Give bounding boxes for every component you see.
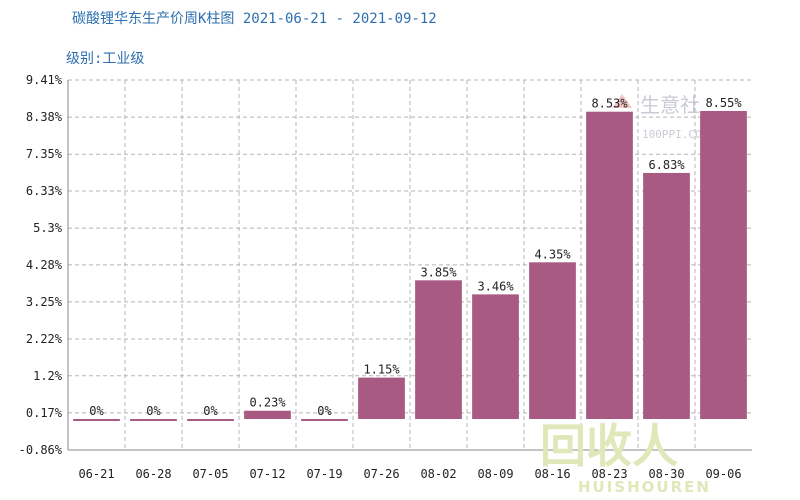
watermark-name: 生意社 [640,93,700,117]
x-tick-label: 06-28 [135,467,171,481]
bar [586,111,633,420]
y-tick-label: 8.38% [26,110,63,124]
data-label: 8.53% [591,97,628,111]
x-tick-label: 09-06 [705,467,741,481]
bar [415,280,462,420]
bar [130,419,177,422]
x-tick-label: 07-05 [192,467,228,481]
watermark: 生意社 100PPI.COM [612,93,709,141]
x-tick-label: 08-16 [534,467,570,481]
data-label: 3.46% [477,279,514,293]
bar [529,262,576,420]
chart-title: 碳酸锂华东生产价周K柱图 2021-06-21 - 2021-09-12 [72,11,437,27]
y-tick-label: 1.2% [33,369,63,383]
x-tick-label: 08-30 [648,467,684,481]
data-label: 0% [203,404,218,418]
bar [187,419,234,422]
y-tick-label: 6.33% [26,184,63,198]
axes: 9.41% 8.38% 7.35% 6.33% 5.3% 4.28% 3.25% 2.22% 1… [19,73,752,481]
logo: 回收人 HUISHOUREN [540,419,711,496]
x-tick-label: 07-26 [363,467,399,481]
y-tick-label: 2.22% [26,332,63,346]
data-label: 0% [89,404,104,418]
x-tick-label: 08-02 [420,467,456,481]
data-label: 3.85% [420,265,457,279]
bar [472,294,519,420]
y-tick-label: 7.35% [26,147,63,161]
watermark-url: 100PPI.COM [642,128,709,141]
y-tick-label: -0.86% [19,443,63,457]
x-tick-label: 06-21 [78,467,114,481]
logo-subtext: HUISHOUREN [578,478,711,496]
y-tick-label: 5.3% [33,221,63,235]
bar [73,419,120,422]
bar [700,110,747,420]
y-tick-label: 3.25% [26,295,63,309]
y-tick-label: 4.28% [26,258,63,272]
chart-subtitle: 级别:工业级 [66,51,145,67]
bar [244,410,291,420]
data-label: 6.83% [648,158,685,172]
bar [643,172,690,420]
watermark-triangle-icon [612,94,632,108]
y-tick-label: 9.41% [26,73,63,87]
data-label: 0% [146,404,161,418]
data-label: 4.35% [534,247,571,261]
y-tick-label: 0.17% [26,406,63,420]
x-tick-label: 07-19 [306,467,342,481]
data-label: 8.55% [705,96,742,110]
bar [358,377,405,420]
bars [73,110,747,422]
data-label: 0.23% [249,396,286,410]
data-label: 0% [317,404,332,418]
bar [301,419,348,422]
x-tick-label: 07-12 [249,467,285,481]
data-labels: 0% 0% 0% 0.23% 0% 1.15% 3.85% 3.46% 4.35% 8.53% 6.… [89,96,742,418]
logo-text: 回收人 [540,419,678,473]
data-label: 1.15% [363,363,400,377]
x-tick-label: 08-23 [591,467,627,481]
x-tick-label: 08-09 [477,467,513,481]
